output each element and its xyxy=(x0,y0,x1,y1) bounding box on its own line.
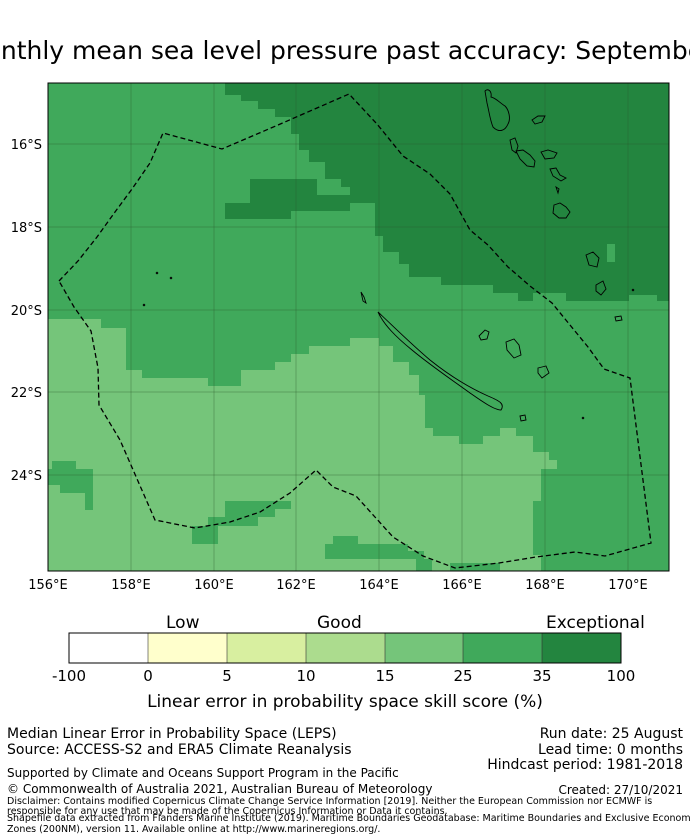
lon-tick-label: 162°E xyxy=(276,578,316,593)
vanuatu-espiritu-santo xyxy=(484,89,510,131)
colorbar-axis-label: Linear error in probability space skill … xyxy=(147,692,543,712)
eez-boundary xyxy=(58,93,652,569)
skill-map: 156°E 158°E 160°E 162°E 164°E 166°E 168°… xyxy=(11,82,670,593)
lead-time: Lead time: 0 months xyxy=(538,742,683,758)
colorbar-tick: 15 xyxy=(375,667,395,685)
lat-tick-label: 16°S xyxy=(11,138,42,153)
copyright-note: © Commonwealth of Australia 2021, Austra… xyxy=(7,782,433,796)
disclaimer-line: Disclaimer: Contains modified Copernicus… xyxy=(7,796,653,807)
lon-tick-label: 158°E xyxy=(111,578,151,593)
lat-tick-label: 18°S xyxy=(11,221,42,236)
colorbar-tick: 5 xyxy=(222,667,232,685)
colorbar-swatch xyxy=(148,633,227,663)
map-title: Monthly mean sea level pressure past acc… xyxy=(0,34,690,68)
data-source: Source: ACCESS-S2 and ERA5 Climate Reana… xyxy=(7,742,352,758)
run-date: Run date: 25 August xyxy=(539,726,683,742)
lon-tick-label: 164°E xyxy=(359,578,399,593)
colorbar xyxy=(68,632,622,664)
colorbar-tick: 35 xyxy=(532,667,552,685)
lon-tick-label: 156°E xyxy=(28,578,68,593)
graticule xyxy=(48,83,669,571)
map-frame xyxy=(47,82,670,572)
colorbar-tick: 10 xyxy=(296,667,316,685)
colorbar-tick: 25 xyxy=(453,667,473,685)
disclaimer-line: Shapefile data extracted from Flanders M… xyxy=(7,813,690,824)
lat-tick-label: 22°S xyxy=(11,386,42,401)
lon-tick-labels: 156°E 158°E 160°E 162°E 164°E 166°E 168°… xyxy=(28,578,648,593)
product-description: Median Linear Error in Probability Space… xyxy=(7,726,337,742)
lat-tick-label: 24°S xyxy=(11,469,42,484)
lon-tick-label: 166°E xyxy=(442,578,482,593)
colorbar-category-exceptional: Exceptional xyxy=(546,613,645,633)
colorbar-swatch xyxy=(306,633,385,663)
colorbar-tick: -100 xyxy=(51,667,87,685)
coastlines xyxy=(142,89,635,422)
disclaimer-line: responsible for any use that may be made… xyxy=(7,806,448,817)
support-note: Supported by Climate and Oceans Support … xyxy=(7,766,399,780)
colorbar-tick: 0 xyxy=(143,667,153,685)
colorbar-swatch xyxy=(227,633,306,663)
lat-tick-label: 20°S xyxy=(11,304,42,319)
lat-tick-labels: 16°S 18°S 20°S 22°S 24°S xyxy=(11,138,42,484)
colorbar-swatch xyxy=(69,633,148,663)
colorbar-swatch xyxy=(463,633,542,663)
colorbar-tick: 100 xyxy=(606,667,636,685)
disclaimer-line: Zones (200NM), version 11. Available onl… xyxy=(7,824,381,835)
colorbar-swatch xyxy=(542,633,621,663)
skill-region-35-100 xyxy=(225,83,669,301)
lon-tick-label: 170°E xyxy=(608,578,648,593)
created-date: Created: 27/10/2021 xyxy=(558,783,683,797)
new-caledonia-outline xyxy=(377,311,503,411)
lon-tick-label: 168°E xyxy=(525,578,565,593)
colorbar-swatch xyxy=(385,633,463,663)
map-title-text: Monthly mean sea level pressure past acc… xyxy=(0,36,690,65)
colorbar-category-low: Low xyxy=(166,613,200,633)
lon-tick-label: 160°E xyxy=(194,578,234,593)
hindcast-period: Hindcast period: 1981-2018 xyxy=(487,757,683,773)
colorbar-category-good: Good xyxy=(317,613,362,633)
